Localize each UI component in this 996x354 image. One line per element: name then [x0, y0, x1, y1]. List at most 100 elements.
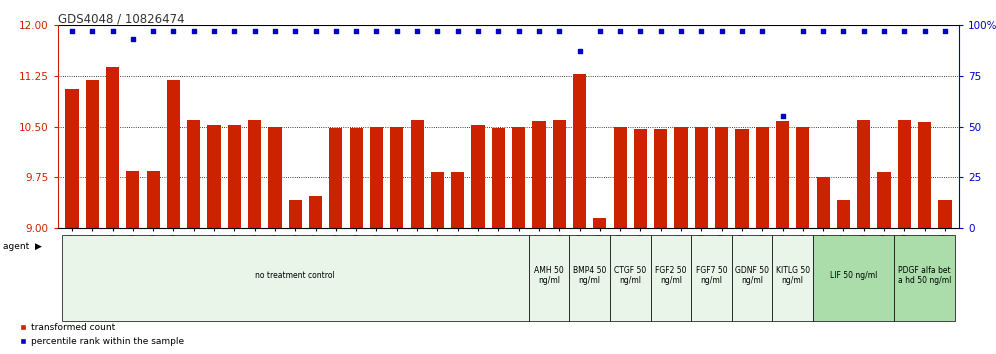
- Bar: [492, 128, 505, 228]
- Bar: [674, 127, 687, 228]
- Point: [896, 28, 912, 34]
- Point: [652, 28, 668, 34]
- Point: [206, 28, 222, 34]
- Point: [267, 28, 283, 34]
- Point: [754, 28, 770, 34]
- Bar: [431, 172, 444, 228]
- Bar: [614, 127, 626, 228]
- Bar: [228, 125, 241, 228]
- FancyBboxPatch shape: [894, 235, 955, 321]
- Bar: [633, 129, 647, 228]
- Text: BMP4 50
ng/ml: BMP4 50 ng/ml: [573, 266, 607, 285]
- Point: [388, 28, 404, 34]
- Bar: [858, 120, 871, 228]
- Text: FGF2 50
ng/ml: FGF2 50 ng/ml: [655, 266, 686, 285]
- Point: [328, 28, 344, 34]
- Bar: [594, 218, 607, 228]
- Bar: [350, 128, 363, 228]
- Text: KITLG 50
ng/ml: KITLG 50 ng/ml: [776, 266, 810, 285]
- FancyBboxPatch shape: [650, 235, 691, 321]
- Point: [693, 28, 709, 34]
- Bar: [330, 128, 343, 228]
- Bar: [756, 127, 769, 228]
- FancyBboxPatch shape: [62, 235, 529, 321]
- Bar: [106, 67, 120, 228]
- Point: [714, 28, 730, 34]
- Point: [876, 28, 892, 34]
- Bar: [796, 127, 810, 228]
- Point: [186, 28, 202, 34]
- Bar: [573, 74, 586, 228]
- Point: [856, 28, 872, 34]
- Point: [409, 28, 425, 34]
- Point: [105, 28, 121, 34]
- Bar: [126, 171, 139, 228]
- Point: [165, 28, 181, 34]
- Bar: [877, 172, 890, 228]
- Text: GDS4048 / 10826474: GDS4048 / 10826474: [58, 12, 184, 25]
- Bar: [167, 80, 180, 228]
- Point: [64, 28, 80, 34]
- Bar: [146, 171, 159, 228]
- Point: [247, 28, 263, 34]
- Point: [531, 28, 547, 34]
- Bar: [735, 129, 749, 228]
- Text: PDGF alfa bet
a hd 50 ng/ml: PDGF alfa bet a hd 50 ng/ml: [898, 266, 951, 285]
- Text: AMH 50
ng/ml: AMH 50 ng/ml: [534, 266, 564, 285]
- Bar: [289, 200, 302, 228]
- FancyBboxPatch shape: [772, 235, 813, 321]
- Bar: [918, 122, 931, 228]
- Point: [349, 28, 365, 34]
- Bar: [370, 127, 383, 228]
- Point: [470, 28, 486, 34]
- Legend: transformed count, percentile rank within the sample: transformed count, percentile rank withi…: [15, 320, 187, 349]
- Bar: [817, 177, 830, 228]
- FancyBboxPatch shape: [813, 235, 894, 321]
- Bar: [410, 120, 423, 228]
- Bar: [695, 127, 708, 228]
- Point: [734, 28, 750, 34]
- Point: [226, 28, 242, 34]
- Point: [836, 28, 852, 34]
- Text: agent  ▶: agent ▶: [3, 242, 42, 251]
- Point: [124, 36, 140, 42]
- Point: [795, 28, 811, 34]
- Bar: [776, 121, 789, 228]
- Point: [775, 114, 791, 119]
- Text: FGF7 50
ng/ml: FGF7 50 ng/ml: [695, 266, 727, 285]
- Bar: [309, 196, 322, 228]
- Bar: [837, 200, 850, 228]
- Bar: [66, 89, 79, 228]
- Bar: [654, 129, 667, 228]
- Point: [916, 28, 932, 34]
- Bar: [187, 120, 200, 228]
- Point: [937, 28, 953, 34]
- Bar: [897, 120, 911, 228]
- Point: [511, 28, 527, 34]
- FancyBboxPatch shape: [529, 235, 570, 321]
- FancyBboxPatch shape: [610, 235, 650, 321]
- Bar: [938, 200, 951, 228]
- Bar: [471, 125, 485, 228]
- FancyBboxPatch shape: [570, 235, 610, 321]
- Point: [632, 28, 648, 34]
- Point: [429, 28, 445, 34]
- FancyBboxPatch shape: [691, 235, 732, 321]
- Point: [613, 28, 628, 34]
- Point: [592, 28, 608, 34]
- Bar: [532, 121, 546, 228]
- Bar: [207, 125, 221, 228]
- Bar: [512, 127, 525, 228]
- Point: [145, 28, 161, 34]
- Point: [308, 28, 324, 34]
- Bar: [451, 172, 464, 228]
- Text: no treatment control: no treatment control: [255, 271, 336, 280]
- Point: [572, 48, 588, 54]
- Bar: [715, 127, 728, 228]
- Text: LIF 50 ng/ml: LIF 50 ng/ml: [830, 271, 877, 280]
- Point: [673, 28, 689, 34]
- Bar: [553, 120, 566, 228]
- Point: [815, 28, 831, 34]
- Point: [85, 28, 101, 34]
- Text: CTGF 50
ng/ml: CTGF 50 ng/ml: [615, 266, 646, 285]
